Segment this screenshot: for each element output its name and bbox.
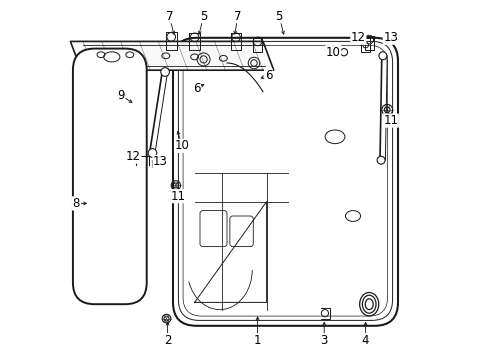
Text: 3: 3	[320, 334, 328, 347]
Text: 6: 6	[193, 82, 200, 95]
Text: 6: 6	[265, 69, 272, 82]
FancyBboxPatch shape	[73, 49, 147, 304]
Text: 5: 5	[275, 10, 283, 23]
Circle shape	[377, 156, 385, 164]
Text: 5: 5	[200, 10, 207, 23]
Text: 12: 12	[351, 31, 366, 44]
Text: 10: 10	[326, 46, 341, 59]
Text: 11: 11	[171, 190, 186, 203]
FancyBboxPatch shape	[173, 38, 398, 326]
Circle shape	[161, 68, 170, 76]
Text: 13: 13	[153, 156, 168, 168]
Text: 7: 7	[166, 10, 173, 23]
Polygon shape	[71, 41, 274, 70]
Text: 10: 10	[174, 139, 190, 152]
Text: 1: 1	[254, 334, 261, 347]
Circle shape	[379, 52, 387, 60]
Text: 4: 4	[362, 334, 369, 347]
Text: 11: 11	[383, 114, 398, 127]
Text: 9: 9	[117, 89, 124, 102]
Text: 13: 13	[383, 31, 398, 44]
Text: 8: 8	[72, 197, 79, 210]
Circle shape	[148, 149, 157, 157]
Text: 7: 7	[234, 10, 242, 23]
Text: 12: 12	[126, 150, 141, 163]
Text: 2: 2	[164, 334, 171, 347]
